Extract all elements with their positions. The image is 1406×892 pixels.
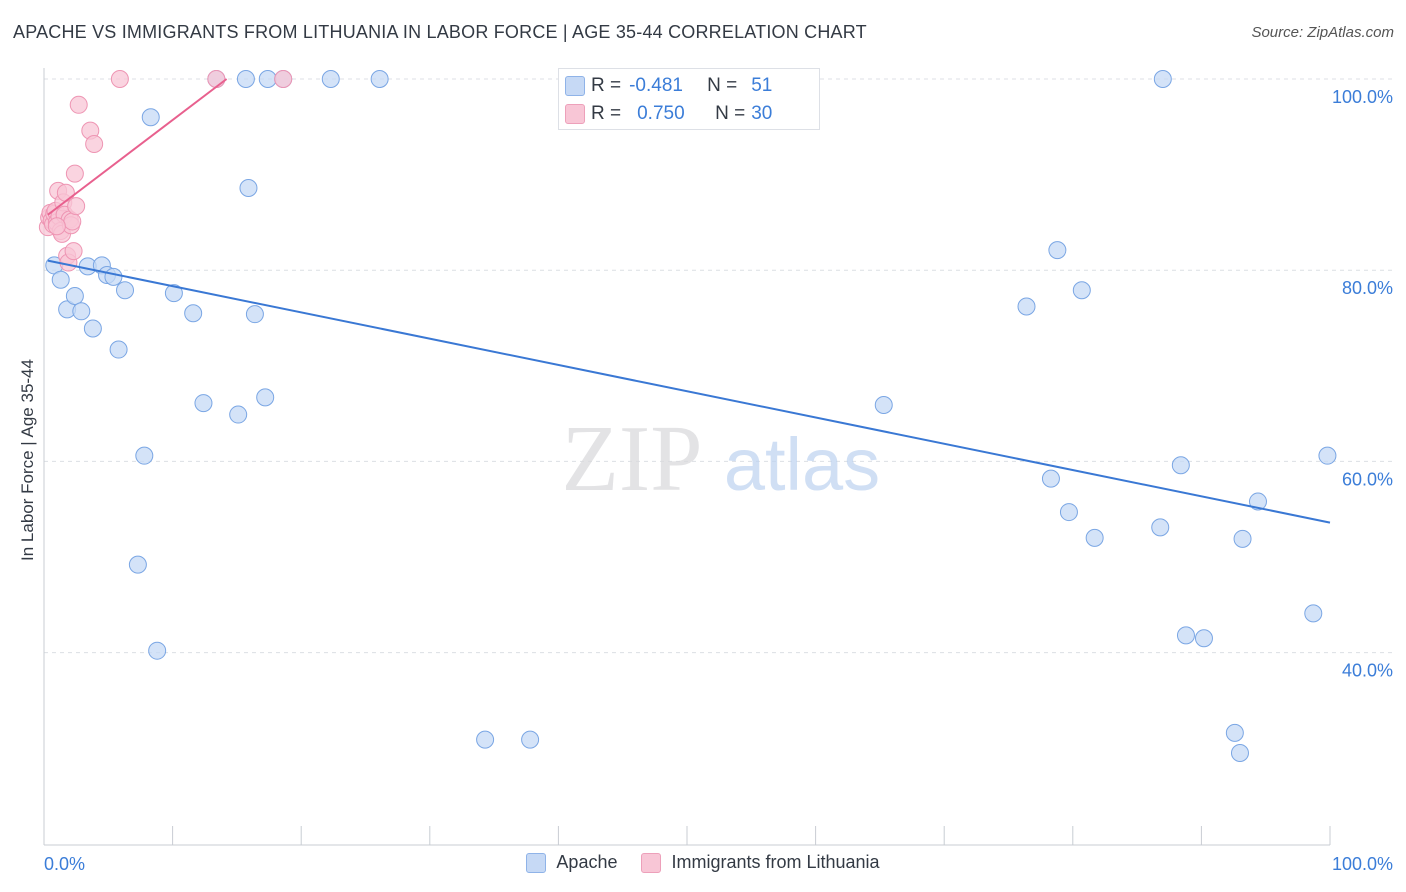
apache-point — [229, 405, 248, 424]
y-axis-label: In Labor Force | Age 35-44 — [18, 359, 37, 561]
lithuania-point — [64, 242, 83, 261]
apache-point — [258, 70, 277, 88]
apache-point — [1085, 528, 1104, 547]
apache-point — [83, 319, 102, 338]
apache-point — [164, 284, 183, 303]
apache-r-label: R = — [591, 75, 622, 96]
lithuania-point — [69, 95, 88, 114]
stats-row-lithuania: R = 0.750 N = 30 — [565, 102, 773, 126]
apache-n-label: N = — [707, 75, 738, 96]
y-tick-label: 60.0% — [1342, 469, 1393, 489]
apache-point — [109, 340, 128, 359]
lithuania-point — [85, 135, 104, 154]
legend-label-lithuania: Immigrants from Lithuania — [671, 852, 880, 872]
legend-swatch-apache — [526, 852, 547, 873]
apache-point — [476, 730, 495, 749]
apache-point — [141, 108, 160, 127]
lithuania-point — [47, 217, 66, 236]
legend-item-apache[interactable]: Apache — [526, 852, 617, 873]
x-tick-label-right: 100.0% — [1332, 854, 1393, 874]
apache-point — [1017, 297, 1036, 316]
legend-item-lithuania[interactable]: Immigrants from Lithuania — [641, 852, 880, 873]
apache-point — [135, 446, 154, 465]
apache-r-value: -0.481 — [629, 75, 683, 96]
apache-point — [370, 70, 389, 88]
apache-point — [128, 555, 147, 574]
lithuania-point — [63, 212, 82, 231]
apache-point — [1230, 743, 1249, 762]
apache-point — [184, 304, 203, 323]
source-label: Source: ZipAtlas.com — [1251, 24, 1394, 41]
lithuania-point — [67, 197, 86, 216]
apache-point — [1225, 723, 1244, 742]
apache-point — [1318, 446, 1337, 465]
tick-labels: 100.0% 80.0% 60.0% 40.0% 0.0% 100.0% — [44, 87, 1393, 874]
apache-point — [194, 394, 213, 413]
apache-point — [239, 178, 258, 197]
watermark-atlas: atlas — [724, 423, 880, 506]
lithuania-point — [207, 70, 226, 88]
y-tick-label: 100.0% — [1332, 87, 1393, 107]
y-tick-label: 40.0% — [1342, 661, 1393, 681]
apache-point — [874, 395, 893, 414]
stats-row-apache: R = -0.481 N = 51 — [565, 74, 773, 98]
apache-point — [236, 70, 255, 88]
apache-point — [245, 305, 264, 324]
apache-point — [521, 730, 540, 749]
apache-point — [256, 388, 275, 407]
apache-point — [1153, 70, 1172, 88]
apache-point — [104, 267, 123, 286]
gridlines — [44, 78, 1395, 654]
apache-point — [1151, 518, 1170, 537]
data-points — [38, 70, 1337, 762]
lithuania-r-label: R = — [591, 103, 622, 124]
watermark: ZIP atlas — [562, 407, 881, 511]
legend-swatch-lithuania — [641, 852, 662, 873]
lithuania-point — [274, 70, 293, 88]
apache-point — [1304, 604, 1323, 623]
apache-point — [1233, 529, 1252, 548]
apache-point — [1176, 626, 1195, 645]
stats-legend: R = -0.481 N = 51 R = 0.750 N = 30 — [558, 68, 820, 130]
lithuania-point — [65, 164, 84, 183]
apache-point — [51, 270, 70, 289]
chart-title: APACHE VS IMMIGRANTS FROM LITHUANIA IN L… — [13, 22, 867, 42]
apache-point — [1041, 469, 1060, 488]
watermark-zip: ZIP — [562, 407, 703, 511]
y-tick-label: 80.0% — [1342, 278, 1393, 298]
legend-label-apache: Apache — [556, 852, 618, 872]
apache-point — [321, 70, 340, 88]
apache-swatch — [565, 76, 585, 96]
chart-legend: Apache Immigrants from Lithuania — [0, 852, 1406, 873]
apache-n-value: 51 — [751, 75, 773, 96]
apache-point — [148, 641, 167, 660]
apache-point — [1048, 241, 1067, 260]
apache-point — [116, 281, 135, 300]
lithuania-r-value: 0.750 — [637, 103, 685, 124]
lithuania-swatch — [565, 104, 585, 124]
trend-lines — [47, 78, 1331, 524]
apache-point — [72, 302, 91, 321]
lithuania-point — [110, 70, 129, 88]
lithuania-trend-line — [47, 78, 228, 216]
apache-point — [1072, 281, 1091, 300]
apache-point — [1059, 503, 1078, 522]
x-tick-label-left: 0.0% — [44, 854, 85, 874]
apache-point — [65, 287, 84, 306]
apache-point — [1248, 492, 1267, 511]
lithuania-n-label: N = — [715, 103, 746, 124]
lithuania-n-value: 30 — [751, 103, 773, 124]
apache-trend-line — [47, 259, 1331, 524]
apache-point — [1171, 456, 1190, 475]
axes — [43, 68, 1331, 846]
apache-point — [1194, 629, 1213, 648]
